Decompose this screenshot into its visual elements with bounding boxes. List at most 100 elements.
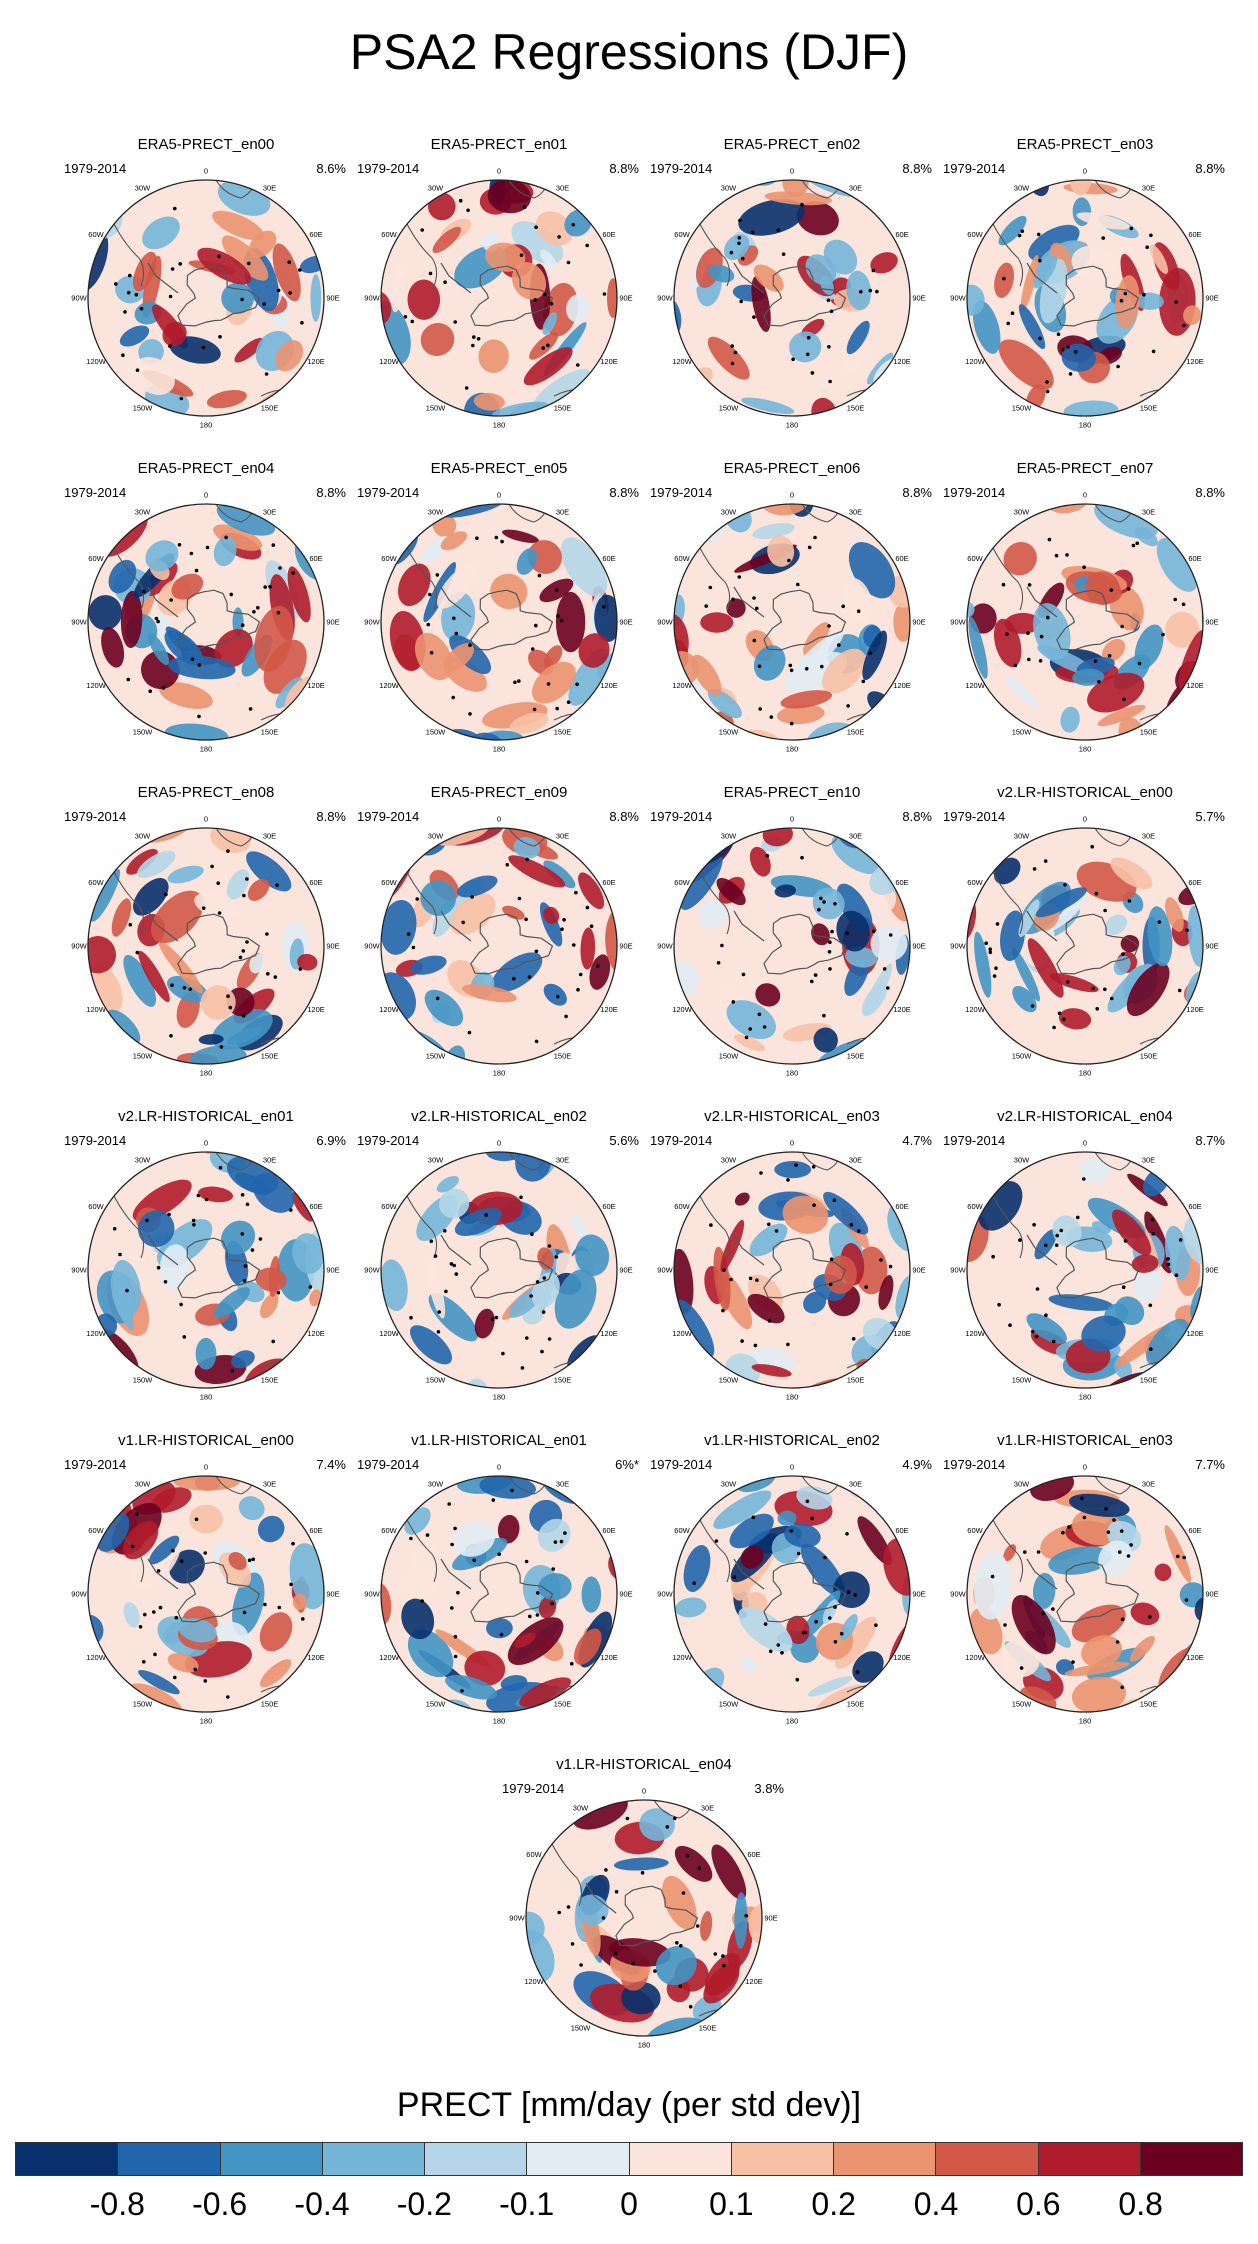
anomaly-blob	[297, 953, 318, 971]
significance-dot	[827, 624, 831, 628]
anomaly-blob	[108, 559, 137, 594]
significance-dot	[275, 883, 279, 887]
anomaly-blob	[436, 1175, 459, 1193]
anomaly-blob	[486, 1618, 513, 1639]
anomaly-blob	[526, 1929, 555, 1983]
longitude-label: 0	[204, 167, 208, 176]
significance-dot	[807, 545, 812, 550]
longitude-label: 0	[497, 491, 501, 500]
significance-dot	[1046, 615, 1050, 620]
longitude-label: 60E	[309, 878, 322, 887]
anomaly-blob	[751, 1364, 792, 1377]
anomaly-blob	[167, 865, 204, 884]
longitude-label: 150E	[847, 1052, 865, 1061]
significance-dot	[827, 950, 832, 954]
map-panel: ERA5-PRECT_en02 1979-2014 8.8% 0 30E 60E 90E 12…	[646, 136, 938, 436]
significance-dot	[837, 643, 841, 647]
anomaly-blob	[857, 1516, 892, 1566]
anomaly-blob	[292, 1191, 314, 1222]
longitude-label: 90W	[71, 1590, 87, 1599]
polar-map: 0 30E 60E 90E 120E 150E 180 150W 120W 90W 60W 30W	[71, 815, 339, 1078]
anomaly-blob	[606, 278, 617, 319]
significance-dot	[737, 236, 742, 240]
significance-dot	[454, 631, 459, 636]
significance-dot	[298, 268, 302, 272]
significance-dot	[464, 386, 469, 390]
significance-dot	[1126, 1554, 1131, 1558]
significance-dot	[161, 686, 166, 690]
significance-dot	[1129, 226, 1134, 231]
anomaly-blob	[575, 1234, 610, 1276]
significance-dot	[556, 614, 560, 618]
longitude-label: 30W	[1014, 184, 1030, 193]
antarctica-coastline	[177, 265, 261, 327]
longitude-label: 90W	[657, 1266, 673, 1275]
longitude-label: 60W	[381, 1202, 397, 1211]
significance-dot	[855, 1670, 860, 1674]
peninsula-coastline	[440, 910, 472, 942]
significance-dot	[534, 623, 538, 628]
significance-dot	[786, 1342, 790, 1347]
anomaly-blob	[194, 892, 241, 919]
longitude-label: 150E	[261, 1376, 279, 1385]
longitude-label: 90E	[764, 1914, 777, 1923]
anomaly-blob	[491, 952, 543, 993]
significance-dot	[1045, 389, 1050, 394]
longitude-label: 150E	[847, 1700, 865, 1709]
significance-dot	[1067, 1525, 1071, 1529]
anomaly-blob	[803, 1291, 827, 1314]
significance-dot	[251, 1557, 255, 1562]
longitude-label: 90W	[950, 618, 966, 627]
polar-map: 0 30E 60E 90E 120E 150E 180 150W 120W 90W 60W 30W	[71, 1139, 339, 1402]
significance-dot	[566, 260, 571, 265]
significance-dot	[845, 1532, 849, 1536]
significance-dot	[1166, 1257, 1170, 1261]
anomaly-blob	[101, 627, 125, 668]
significance-dot	[832, 1198, 837, 1202]
significance-dot	[1109, 996, 1114, 1001]
anomaly-blob	[807, 1676, 853, 1697]
anomaly-blob	[1018, 899, 1040, 938]
significance-dot	[500, 539, 504, 544]
colorbar-label: 0.4	[913, 2186, 959, 2222]
longitude-label: 30E	[849, 1156, 862, 1165]
anomaly-blob	[674, 1845, 713, 1882]
significance-dot	[533, 298, 537, 302]
longitude-label: 30W	[135, 508, 151, 517]
anomaly-blob	[1178, 630, 1203, 691]
significance-dot	[681, 1891, 686, 1895]
antarctica-coastline	[763, 913, 847, 975]
significance-dot	[991, 1254, 995, 1259]
significance-dot	[995, 922, 1000, 926]
anomaly-blob	[532, 369, 590, 412]
significance-dot	[1082, 1177, 1086, 1181]
significance-dot	[1043, 859, 1048, 863]
significance-dot	[125, 1288, 129, 1293]
significance-dot	[248, 707, 253, 711]
longitude-label: 90W	[364, 294, 380, 303]
anomaly-blob	[523, 347, 573, 386]
significance-dot	[820, 664, 824, 669]
colorbar-label: -0.4	[294, 2186, 350, 2222]
map-border	[87, 1151, 325, 1389]
longitude-label: 150E	[261, 404, 279, 413]
anomaly-blob	[439, 1188, 470, 1219]
significance-dot	[990, 1574, 995, 1579]
map-panel: ERA5-PRECT_en07 1979-2014 8.8% 0 30E 60E 90E 12…	[939, 460, 1231, 760]
anomaly-blob	[605, 907, 617, 975]
panel-variance: 5.7%	[1195, 809, 1225, 824]
colorbar-segment	[527, 2143, 630, 2175]
anomaly-blob	[397, 563, 431, 607]
significance-dot	[1142, 292, 1146, 297]
significance-dot	[564, 1014, 568, 1019]
anomaly-blob	[753, 264, 784, 292]
anomaly-blob	[1048, 1294, 1114, 1311]
significance-dot	[722, 1963, 726, 1968]
significance-dot	[289, 1208, 293, 1212]
colorbar-segment	[16, 2143, 119, 2175]
significance-dot	[164, 892, 168, 897]
longitude-label: 90W	[71, 1266, 87, 1275]
colorbar-segment	[731, 2143, 834, 2175]
longitude-label: 30W	[135, 832, 151, 841]
map-border	[87, 179, 325, 417]
